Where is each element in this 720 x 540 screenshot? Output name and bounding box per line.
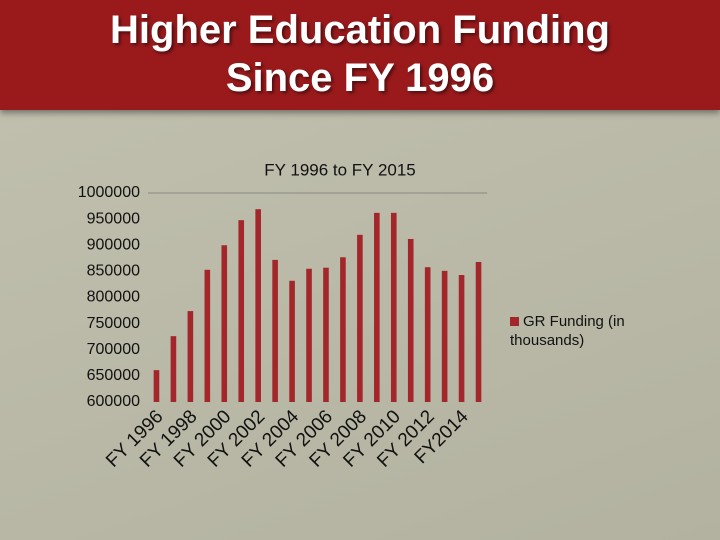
bar: [170, 336, 177, 402]
title-banner: Higher Education Funding Since FY 1996: [0, 0, 720, 110]
y-tick-label: 750000: [87, 315, 140, 332]
bar: [255, 209, 261, 402]
y-tick-label: 700000: [87, 341, 140, 358]
y-tick-label: 800000: [87, 289, 140, 306]
bar: [390, 212, 397, 402]
bar: [441, 270, 448, 402]
chart-title: FY 1996 to FY 2015: [264, 160, 416, 179]
bar: [424, 267, 431, 402]
bar: [357, 234, 363, 402]
bar: [272, 259, 278, 402]
y-tick-label: 650000: [87, 367, 140, 384]
y-tick-label: 950000: [87, 210, 140, 227]
bar: [204, 269, 211, 402]
y-tick-label: 900000: [87, 236, 140, 253]
bar: [221, 245, 228, 402]
y-tick-label: 1000000: [78, 184, 140, 201]
slide-title: Since FY 1996: [225, 56, 495, 100]
y-tick-label: 600000: [87, 393, 140, 410]
bar: [323, 267, 329, 402]
bar: [289, 280, 295, 402]
bar: [374, 212, 380, 402]
bar: [306, 268, 312, 402]
bar: [475, 261, 482, 402]
bar: [238, 220, 245, 402]
legend-label: GR Funding (in thousands): [510, 313, 625, 349]
legend: GR Funding (in thousands): [510, 312, 660, 350]
bar: [340, 257, 346, 402]
y-tick-label: 850000: [87, 263, 140, 280]
legend-swatch: [510, 317, 519, 326]
bar: [458, 275, 465, 402]
bar: [153, 370, 160, 402]
slide-title: Higher Education Funding: [110, 8, 610, 52]
bar: [187, 311, 194, 402]
bar: [407, 238, 414, 402]
